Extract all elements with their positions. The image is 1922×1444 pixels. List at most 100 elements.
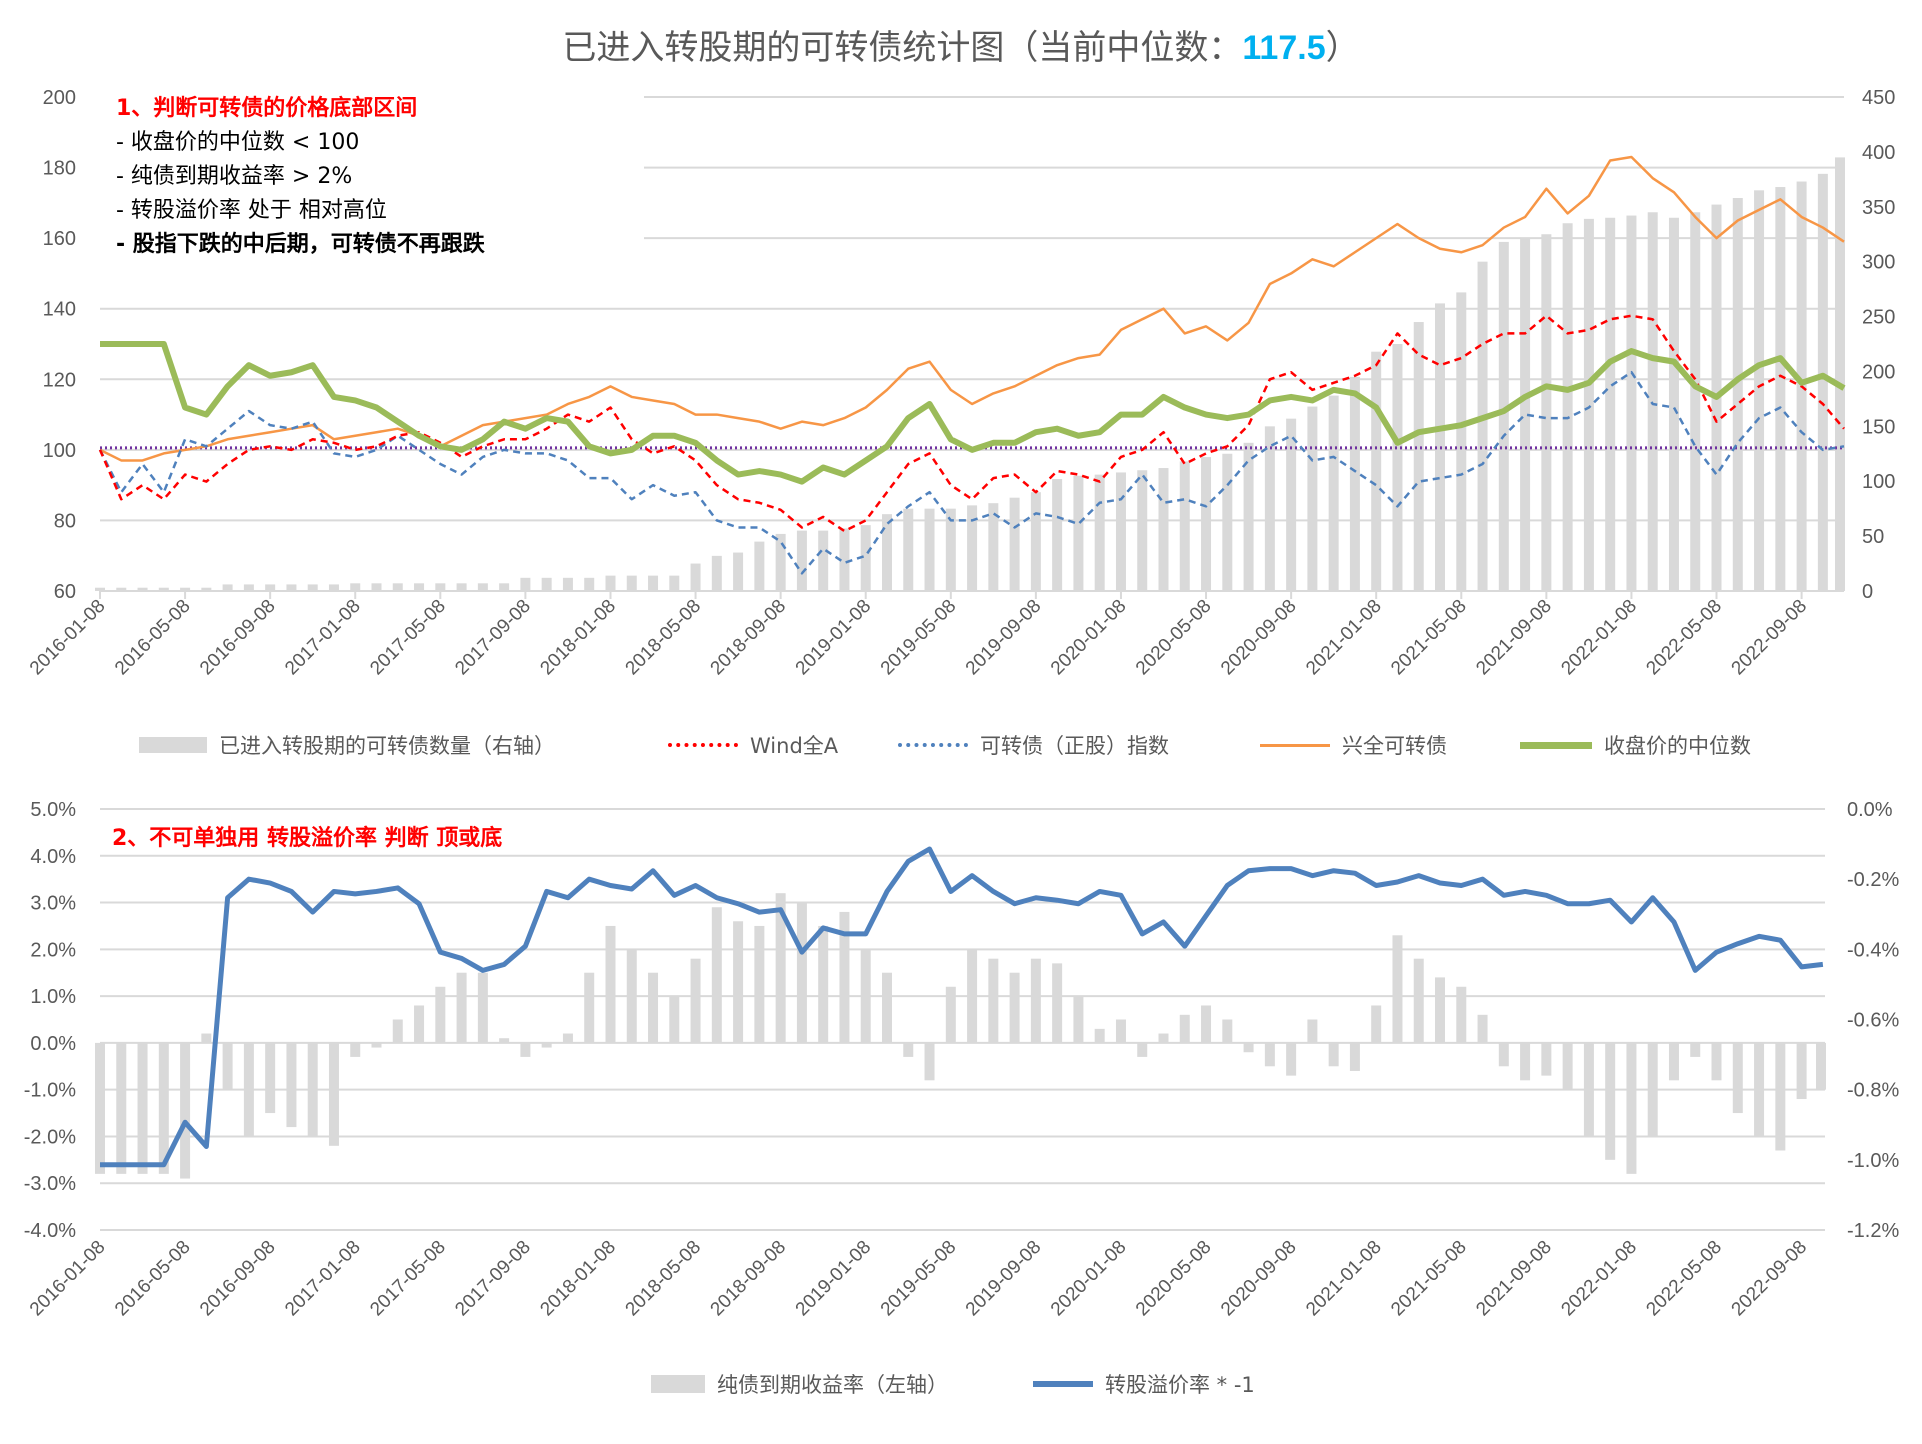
legend-item-xq[interactable]: 兴全可转债 xyxy=(1260,730,1447,760)
x-tick-label: 2016-09-08 xyxy=(196,596,280,680)
x-tick-label: 2019-01-08 xyxy=(792,1237,876,1321)
bar xyxy=(95,1042,105,1174)
y-right-tick-label: 200 xyxy=(1862,361,1895,383)
bar xyxy=(201,587,212,591)
bar xyxy=(839,528,850,591)
bar xyxy=(1264,1042,1275,1067)
y-left-tick-label: 0.0% xyxy=(30,1033,76,1055)
bar xyxy=(1835,157,1845,591)
bar xyxy=(414,1005,425,1043)
bar xyxy=(137,1042,148,1174)
legend-label: 已进入转股期的可转债数量（右轴） xyxy=(219,734,555,758)
bar xyxy=(1796,1042,1807,1100)
legend-swatch-green xyxy=(1520,741,1592,749)
bar xyxy=(1816,1042,1826,1090)
y-left-tick-label: -3.0% xyxy=(24,1173,76,1195)
bar xyxy=(541,577,552,591)
bar xyxy=(520,1042,531,1057)
bar xyxy=(265,1042,276,1114)
x-tick-label: 2019-09-08 xyxy=(962,596,1046,680)
top-legend: 已进入转股期的可转债数量（右轴） Wind全A 可转债（正股）指数 兴全可转债 … xyxy=(0,730,1922,760)
bar xyxy=(1073,475,1084,591)
bar xyxy=(414,583,425,591)
bar xyxy=(158,587,169,591)
bar xyxy=(350,1042,361,1057)
top-annotation-line: - 纯债到期收益率 > 2% xyxy=(116,164,353,189)
legend-item-index[interactable]: 可转债（正股）指数 xyxy=(898,730,1169,760)
bar xyxy=(1562,223,1573,591)
bar xyxy=(1052,963,1063,1043)
bar xyxy=(1307,406,1318,591)
bar xyxy=(1456,292,1467,591)
bar xyxy=(648,972,659,1043)
bottom-annotation: 2、不可单独用 转股溢价率 判断 顶或底 xyxy=(112,822,502,856)
legend-item-bond-count[interactable]: 已进入转股期的可转债数量（右轴） xyxy=(139,730,555,760)
title-text: 已进入转股期的可转债统计图（当前中位数： xyxy=(562,28,1243,68)
bottom-legend: 纯债到期收益率（左轴） 转股溢价率 * -1 xyxy=(0,1369,1922,1399)
bar xyxy=(1094,1028,1105,1043)
bottom-axes: 5.0% 4.0% 3.0% 2.0% 1.0% 0.0% -1.0% -2.0% -3.0% -… xyxy=(24,799,1900,1320)
bar xyxy=(1286,418,1297,591)
bar xyxy=(1264,426,1275,591)
bar xyxy=(584,972,595,1043)
wind-a-line xyxy=(98,314,1845,533)
bar xyxy=(1817,173,1828,591)
legend-label: 可转债（正股）指数 xyxy=(980,734,1169,758)
bar xyxy=(903,1042,914,1057)
bar xyxy=(499,1038,510,1043)
x-tick-label: 2021-09-08 xyxy=(1472,596,1556,680)
legend-item-premium[interactable]: 转股溢价率 * -1 xyxy=(1033,1369,1255,1399)
bar xyxy=(1541,1042,1552,1076)
x-tick-label: 2022-01-08 xyxy=(1557,596,1641,680)
bar xyxy=(243,1042,254,1137)
bar xyxy=(1094,474,1105,591)
x-tick-label: 2016-01-08 xyxy=(26,1237,110,1321)
y-left-tick-label: 100 xyxy=(43,440,76,462)
bar xyxy=(265,584,276,591)
y-right-tick-label: 100 xyxy=(1862,471,1895,493)
bar xyxy=(1328,1042,1339,1067)
top-bars xyxy=(95,157,1845,592)
bar xyxy=(669,575,680,591)
y-left-tick-label: 140 xyxy=(43,299,76,321)
bar xyxy=(860,525,871,591)
bar xyxy=(1030,492,1041,591)
bar xyxy=(584,577,595,591)
bar xyxy=(477,583,488,591)
bar xyxy=(456,972,467,1043)
bar xyxy=(307,1042,318,1137)
x-tick-label: 2020-09-08 xyxy=(1217,596,1301,680)
x-tick-label: 2021-09-08 xyxy=(1472,1237,1556,1321)
y-right-tick-label: 50 xyxy=(1862,526,1884,548)
x-tick-label: 2017-09-08 xyxy=(451,596,535,680)
y-left-tick-label: 60 xyxy=(54,581,76,603)
bottom-bars xyxy=(95,893,1826,1179)
bar xyxy=(1775,1042,1786,1151)
x-tick-label: 2017-01-08 xyxy=(281,1237,365,1321)
bar xyxy=(392,1019,403,1043)
x-tick-label: 2017-05-08 xyxy=(366,1237,450,1321)
legend-item-ytm[interactable]: 纯债到期收益率（左轴） xyxy=(651,1369,948,1399)
x-tick-label: 2018-01-08 xyxy=(536,1237,620,1321)
bar xyxy=(201,1033,212,1043)
bar xyxy=(988,503,999,591)
legend-item-wind[interactable]: Wind全A xyxy=(668,730,838,760)
bar xyxy=(499,583,510,591)
top-annotation: 1、判断可转债的价格底部区间 - 收盘价的中位数 < 100 - 纯债到期收益率… xyxy=(116,92,485,262)
y-left-tick-label: 1.0% xyxy=(30,986,76,1008)
bar xyxy=(1179,461,1190,591)
bar xyxy=(371,1042,382,1048)
title-suffix: ） xyxy=(1325,28,1360,68)
bar xyxy=(967,949,978,1043)
bar xyxy=(1328,395,1339,591)
y-left-tick-label: 160 xyxy=(43,228,76,250)
bar xyxy=(435,583,446,591)
legend-item-median[interactable]: 收盘价的中位数 xyxy=(1520,730,1751,760)
y-right-tick-label: 400 xyxy=(1862,142,1895,164)
y-right-tick-label: 350 xyxy=(1862,197,1895,219)
bar xyxy=(95,587,105,591)
bar xyxy=(711,555,722,591)
premium-rate-line xyxy=(100,846,1824,1168)
bar xyxy=(988,958,999,1043)
bar xyxy=(860,949,871,1043)
